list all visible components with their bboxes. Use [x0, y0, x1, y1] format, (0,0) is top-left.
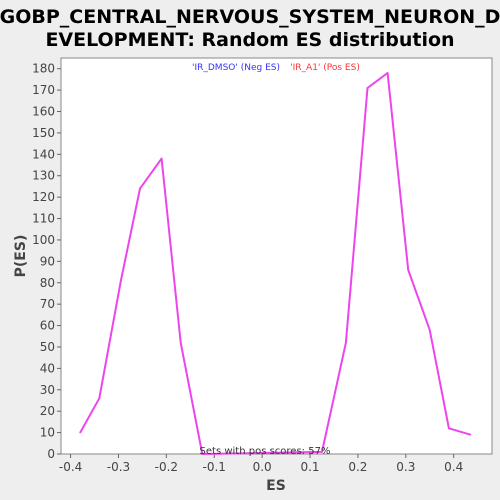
data-point: [139, 187, 141, 190]
pos-scores-annotation: Sets with pos scores: 57%: [200, 446, 331, 457]
data-point: [120, 279, 122, 282]
x-tick-label: 0.0: [253, 460, 272, 474]
legend-entry-pos: 'IR_A1' (Pos ES): [290, 63, 360, 73]
data-point: [179, 341, 182, 344]
data-point: [321, 451, 323, 453]
y-tick-label: 10: [40, 426, 55, 440]
y-tick-label: 170: [32, 83, 55, 97]
y-tick-label: 160: [32, 105, 55, 119]
y-tick-label: 80: [40, 276, 55, 290]
y-tick-label: 110: [32, 212, 55, 226]
series-group: [79, 72, 472, 455]
y-axis-label: P(ES): [13, 235, 29, 278]
x-tick-label: -0.2: [155, 460, 178, 474]
y-tick-label: 0: [47, 447, 55, 461]
chart-title-line1: GOBP_CENTRAL_NERVOUS_SYSTEM_NEURON_D: [0, 6, 500, 28]
data-point: [345, 341, 347, 344]
x-axis-ticks: -0.4 -0.3 -0.2 -0.1 0.0 0.1 0.2 0.3 0.4: [59, 454, 463, 474]
data-point: [366, 87, 369, 89]
x-tick-label: 0.4: [444, 460, 463, 474]
y-tick-label: 130: [32, 169, 55, 183]
chart-title-line2: EVELOPMENT: Random ES distribution: [45, 29, 454, 51]
x-tick-label: 0.1: [300, 460, 319, 474]
y-tick-label: 70: [40, 297, 55, 311]
data-point: [407, 269, 409, 271]
data-point: [98, 397, 101, 400]
y-tick-label: 140: [32, 147, 55, 161]
y-tick-label: 40: [40, 361, 55, 375]
y-tick-label: 150: [32, 126, 55, 140]
data-point: [428, 329, 431, 331]
data-point: [448, 427, 450, 430]
data-point: [469, 433, 472, 436]
y-tick-label: 100: [32, 233, 55, 247]
y-tick-label: 60: [40, 319, 55, 333]
x-tick-label: 0.2: [348, 460, 367, 474]
data-point: [160, 157, 163, 160]
y-tick-label: 20: [40, 404, 55, 418]
y-tick-label: 30: [40, 383, 55, 397]
data-point: [79, 431, 81, 434]
y-tick-label: 90: [40, 254, 55, 268]
y-tick-label: 50: [40, 340, 55, 354]
plot-area: [60, 57, 493, 455]
x-tick-label: 0.3: [396, 460, 415, 474]
data-point: [386, 72, 389, 74]
x-axis-label: ES: [266, 478, 286, 494]
y-tick-label: 180: [32, 62, 55, 76]
y-tick-label: 120: [32, 190, 55, 204]
x-tick-label: -0.1: [203, 460, 226, 474]
x-tick-label: -0.4: [59, 460, 82, 474]
x-tick-label: -0.3: [107, 460, 130, 474]
data-point: [201, 453, 204, 455]
y-axis-ticks: 0 10 20 30 40 50 60 70 80 90 100 110 120 130 140 150 160…: [32, 62, 61, 461]
legend-entry-neg: 'IR_DMSO' (Neg ES): [192, 63, 280, 73]
